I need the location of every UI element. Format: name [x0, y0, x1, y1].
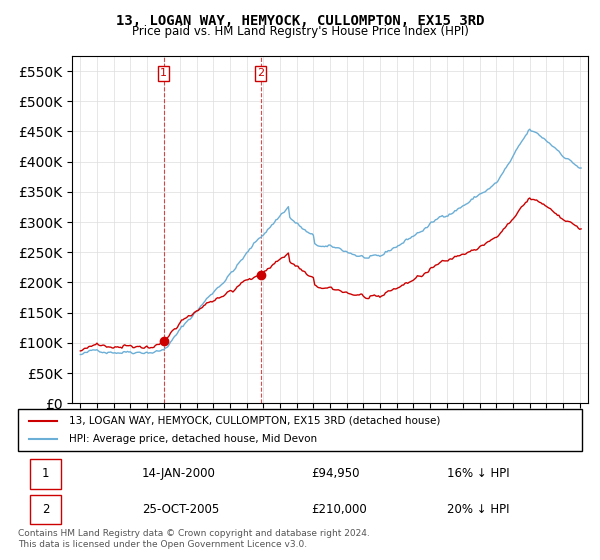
Text: Contains HM Land Registry data © Crown copyright and database right 2024.
This d: Contains HM Land Registry data © Crown c… [18, 529, 370, 549]
FancyBboxPatch shape [31, 495, 61, 524]
Text: 13, LOGAN WAY, HEMYOCK, CULLOMPTON, EX15 3RD (detached house): 13, LOGAN WAY, HEMYOCK, CULLOMPTON, EX15… [69, 416, 440, 426]
Text: 13, LOGAN WAY, HEMYOCK, CULLOMPTON, EX15 3RD: 13, LOGAN WAY, HEMYOCK, CULLOMPTON, EX15… [116, 14, 484, 28]
FancyBboxPatch shape [18, 409, 582, 451]
Text: 1: 1 [160, 68, 167, 78]
Text: £210,000: £210,000 [311, 503, 367, 516]
Text: Price paid vs. HM Land Registry's House Price Index (HPI): Price paid vs. HM Land Registry's House … [131, 25, 469, 38]
FancyBboxPatch shape [31, 459, 61, 489]
Text: £94,950: £94,950 [311, 468, 360, 480]
Text: HPI: Average price, detached house, Mid Devon: HPI: Average price, detached house, Mid … [69, 434, 317, 444]
Text: 20% ↓ HPI: 20% ↓ HPI [446, 503, 509, 516]
Text: 2: 2 [42, 503, 49, 516]
Text: 1: 1 [42, 468, 49, 480]
Text: 2: 2 [257, 68, 264, 78]
Text: 25-OCT-2005: 25-OCT-2005 [142, 503, 220, 516]
Text: 14-JAN-2000: 14-JAN-2000 [142, 468, 216, 480]
Text: 16% ↓ HPI: 16% ↓ HPI [446, 468, 509, 480]
